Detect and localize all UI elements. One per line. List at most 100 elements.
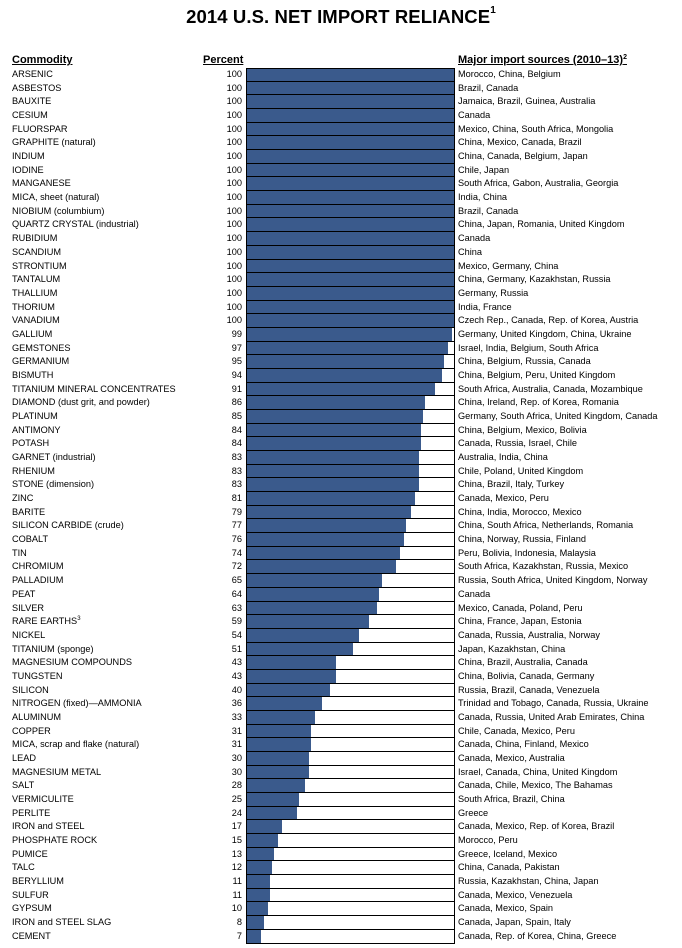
commodity-label: GRAPHITE (natural) bbox=[12, 136, 96, 150]
bar bbox=[247, 834, 279, 847]
table-row: THORIUM 100 India, France bbox=[0, 300, 682, 315]
bar-track bbox=[246, 916, 455, 930]
percent-value: 25 bbox=[231, 794, 242, 805]
commodity-name: TUNGSTEN bbox=[12, 670, 63, 681]
table-row: MAGNESIUM METAL 30 Israel, Canada, China, … bbox=[0, 765, 682, 780]
percent-value: 100 bbox=[226, 192, 242, 203]
import-sources: China, Japan, Romania, United Kingdom bbox=[458, 219, 625, 230]
bar-track bbox=[246, 793, 455, 807]
commodity-name: GARNET (industrial) bbox=[12, 452, 96, 463]
import-sources: Mexico, Germany, China bbox=[458, 260, 559, 271]
commodity-label: FLUORSPAR bbox=[12, 123, 67, 137]
import-sources: China, Canada, Belgium, Japan bbox=[458, 151, 588, 162]
bar bbox=[247, 81, 454, 95]
import-sources: South Africa, Gabon, Australia, Georgia bbox=[458, 178, 619, 189]
commodity-name: VANADIUM bbox=[12, 315, 60, 326]
title-footnote: 1 bbox=[490, 5, 496, 16]
table-row: PALLADIUM 65 Russia, South Africa, United … bbox=[0, 574, 682, 588]
table-row: TIN 74 Peru, Bolivia, Indonesia, Malaysia bbox=[0, 546, 682, 561]
bar-track bbox=[246, 122, 455, 137]
commodity-footnote: 3 bbox=[77, 616, 81, 623]
bar-track bbox=[246, 191, 455, 205]
commodity-label: TITANIUM MINERAL CONCENTRATES bbox=[12, 383, 176, 397]
bar-track bbox=[246, 136, 455, 151]
bar-track bbox=[246, 245, 455, 260]
bar bbox=[247, 683, 330, 697]
percent-value: 76 bbox=[231, 534, 242, 545]
table-row: PUMICE 13 Greece, Iceland, Mexico bbox=[0, 847, 682, 862]
commodity-label: NICKEL bbox=[12, 629, 45, 643]
percent-value: 31 bbox=[231, 739, 242, 750]
bar-track bbox=[246, 601, 455, 616]
import-sources: China, Brazil, Australia, Canada bbox=[458, 657, 588, 668]
import-sources: South Africa, Kazakhstan, Russia, Mexico bbox=[458, 561, 629, 572]
table-row: SCANDIUM 100 China bbox=[0, 245, 682, 260]
bar-track bbox=[246, 327, 455, 342]
bar-track bbox=[246, 163, 455, 178]
import-sources: South Africa, Australia, Canada, Mozambi… bbox=[458, 383, 643, 394]
percent-value: 8 bbox=[236, 917, 242, 928]
commodity-label: NITROGEN (fixed)—AMMONIA bbox=[12, 697, 142, 711]
table-row: CHROMIUM 72 South Africa, Kazakhstan, Russ… bbox=[0, 560, 682, 575]
import-sources: Trinidad and Tobago, Canada, Russia, Ukr… bbox=[458, 698, 649, 709]
bar-track bbox=[246, 628, 455, 643]
bar bbox=[247, 765, 310, 779]
commodity-name: TIN bbox=[12, 547, 27, 558]
bar-track bbox=[246, 150, 455, 164]
bar bbox=[247, 109, 454, 122]
table-row: ARSENIC 100 Morocco, China, Belgium bbox=[0, 68, 682, 82]
commodity-label: GERMANIUM bbox=[12, 355, 69, 369]
table-row: TANTALUM 100 China, Germany, Kazakhstan, R… bbox=[0, 273, 682, 287]
bar bbox=[247, 793, 299, 806]
bar bbox=[247, 738, 312, 751]
commodity-label: GARNET (industrial) bbox=[12, 451, 96, 465]
import-sources: China, Brazil, Italy, Turkey bbox=[458, 479, 565, 490]
percent-value: 24 bbox=[231, 807, 242, 818]
sources-header-text: Major import sources (2010–13) bbox=[458, 54, 624, 66]
commodity-label: DIAMOND (dust grit, and powder) bbox=[12, 396, 150, 410]
commodity-name: STONE (dimension) bbox=[12, 479, 95, 490]
percent-value: 94 bbox=[231, 369, 242, 380]
bar-track bbox=[246, 423, 455, 438]
import-sources: Chile, Japan bbox=[458, 164, 510, 175]
commodity-label: TANTALUM bbox=[12, 273, 60, 287]
table-row: VERMICULITE 25 South Africa, Brazil, China bbox=[0, 793, 682, 807]
commodity-label: TITANIUM (sponge) bbox=[12, 643, 94, 657]
table-row: POTASH 84 Canada, Russia, Israel, Chile bbox=[0, 437, 682, 452]
percent-value: 65 bbox=[231, 575, 242, 586]
percent-value: 7 bbox=[236, 930, 242, 941]
bar bbox=[247, 341, 448, 355]
table-row: INDIUM 100 China, Canada, Belgium, Japan bbox=[0, 150, 682, 164]
table-row: NIOBIUM (columbium) 100 Brazil, Canada bbox=[0, 204, 682, 219]
bar bbox=[247, 150, 454, 163]
commodity-name: INDIUM bbox=[12, 151, 45, 162]
bar-track bbox=[246, 724, 455, 739]
commodity-label: VERMICULITE bbox=[12, 793, 74, 807]
percent-value: 100 bbox=[226, 233, 242, 244]
percent-value: 43 bbox=[231, 657, 242, 668]
import-sources: Greece bbox=[458, 807, 489, 818]
percent-value: 17 bbox=[231, 821, 242, 832]
bar-track bbox=[246, 355, 455, 369]
bar-track bbox=[246, 478, 455, 493]
commodity-name: PHOSPHATE ROCK bbox=[12, 835, 98, 846]
percent-value: 100 bbox=[226, 164, 242, 175]
table-row: SILICON 40 Russia, Brazil, Canada, Venezue… bbox=[0, 683, 682, 698]
commodity-name: MANGANESE bbox=[12, 178, 71, 189]
bar-track bbox=[246, 218, 455, 233]
commodity-label: ANTIMONY bbox=[12, 424, 61, 438]
percent-value: 100 bbox=[226, 287, 242, 298]
bar bbox=[247, 669, 336, 683]
percent-value: 28 bbox=[231, 780, 242, 791]
commodity-label: CHROMIUM bbox=[12, 560, 64, 574]
bar bbox=[247, 382, 436, 396]
commodity-label: GYPSUM bbox=[12, 902, 52, 916]
bar bbox=[247, 806, 297, 820]
commodity-name: GYPSUM bbox=[12, 903, 52, 914]
bar bbox=[247, 191, 454, 204]
bar-track bbox=[246, 847, 455, 862]
bar bbox=[247, 902, 268, 916]
import-sources: Greece, Iceland, Mexico bbox=[458, 848, 558, 859]
bar-track bbox=[246, 519, 455, 534]
